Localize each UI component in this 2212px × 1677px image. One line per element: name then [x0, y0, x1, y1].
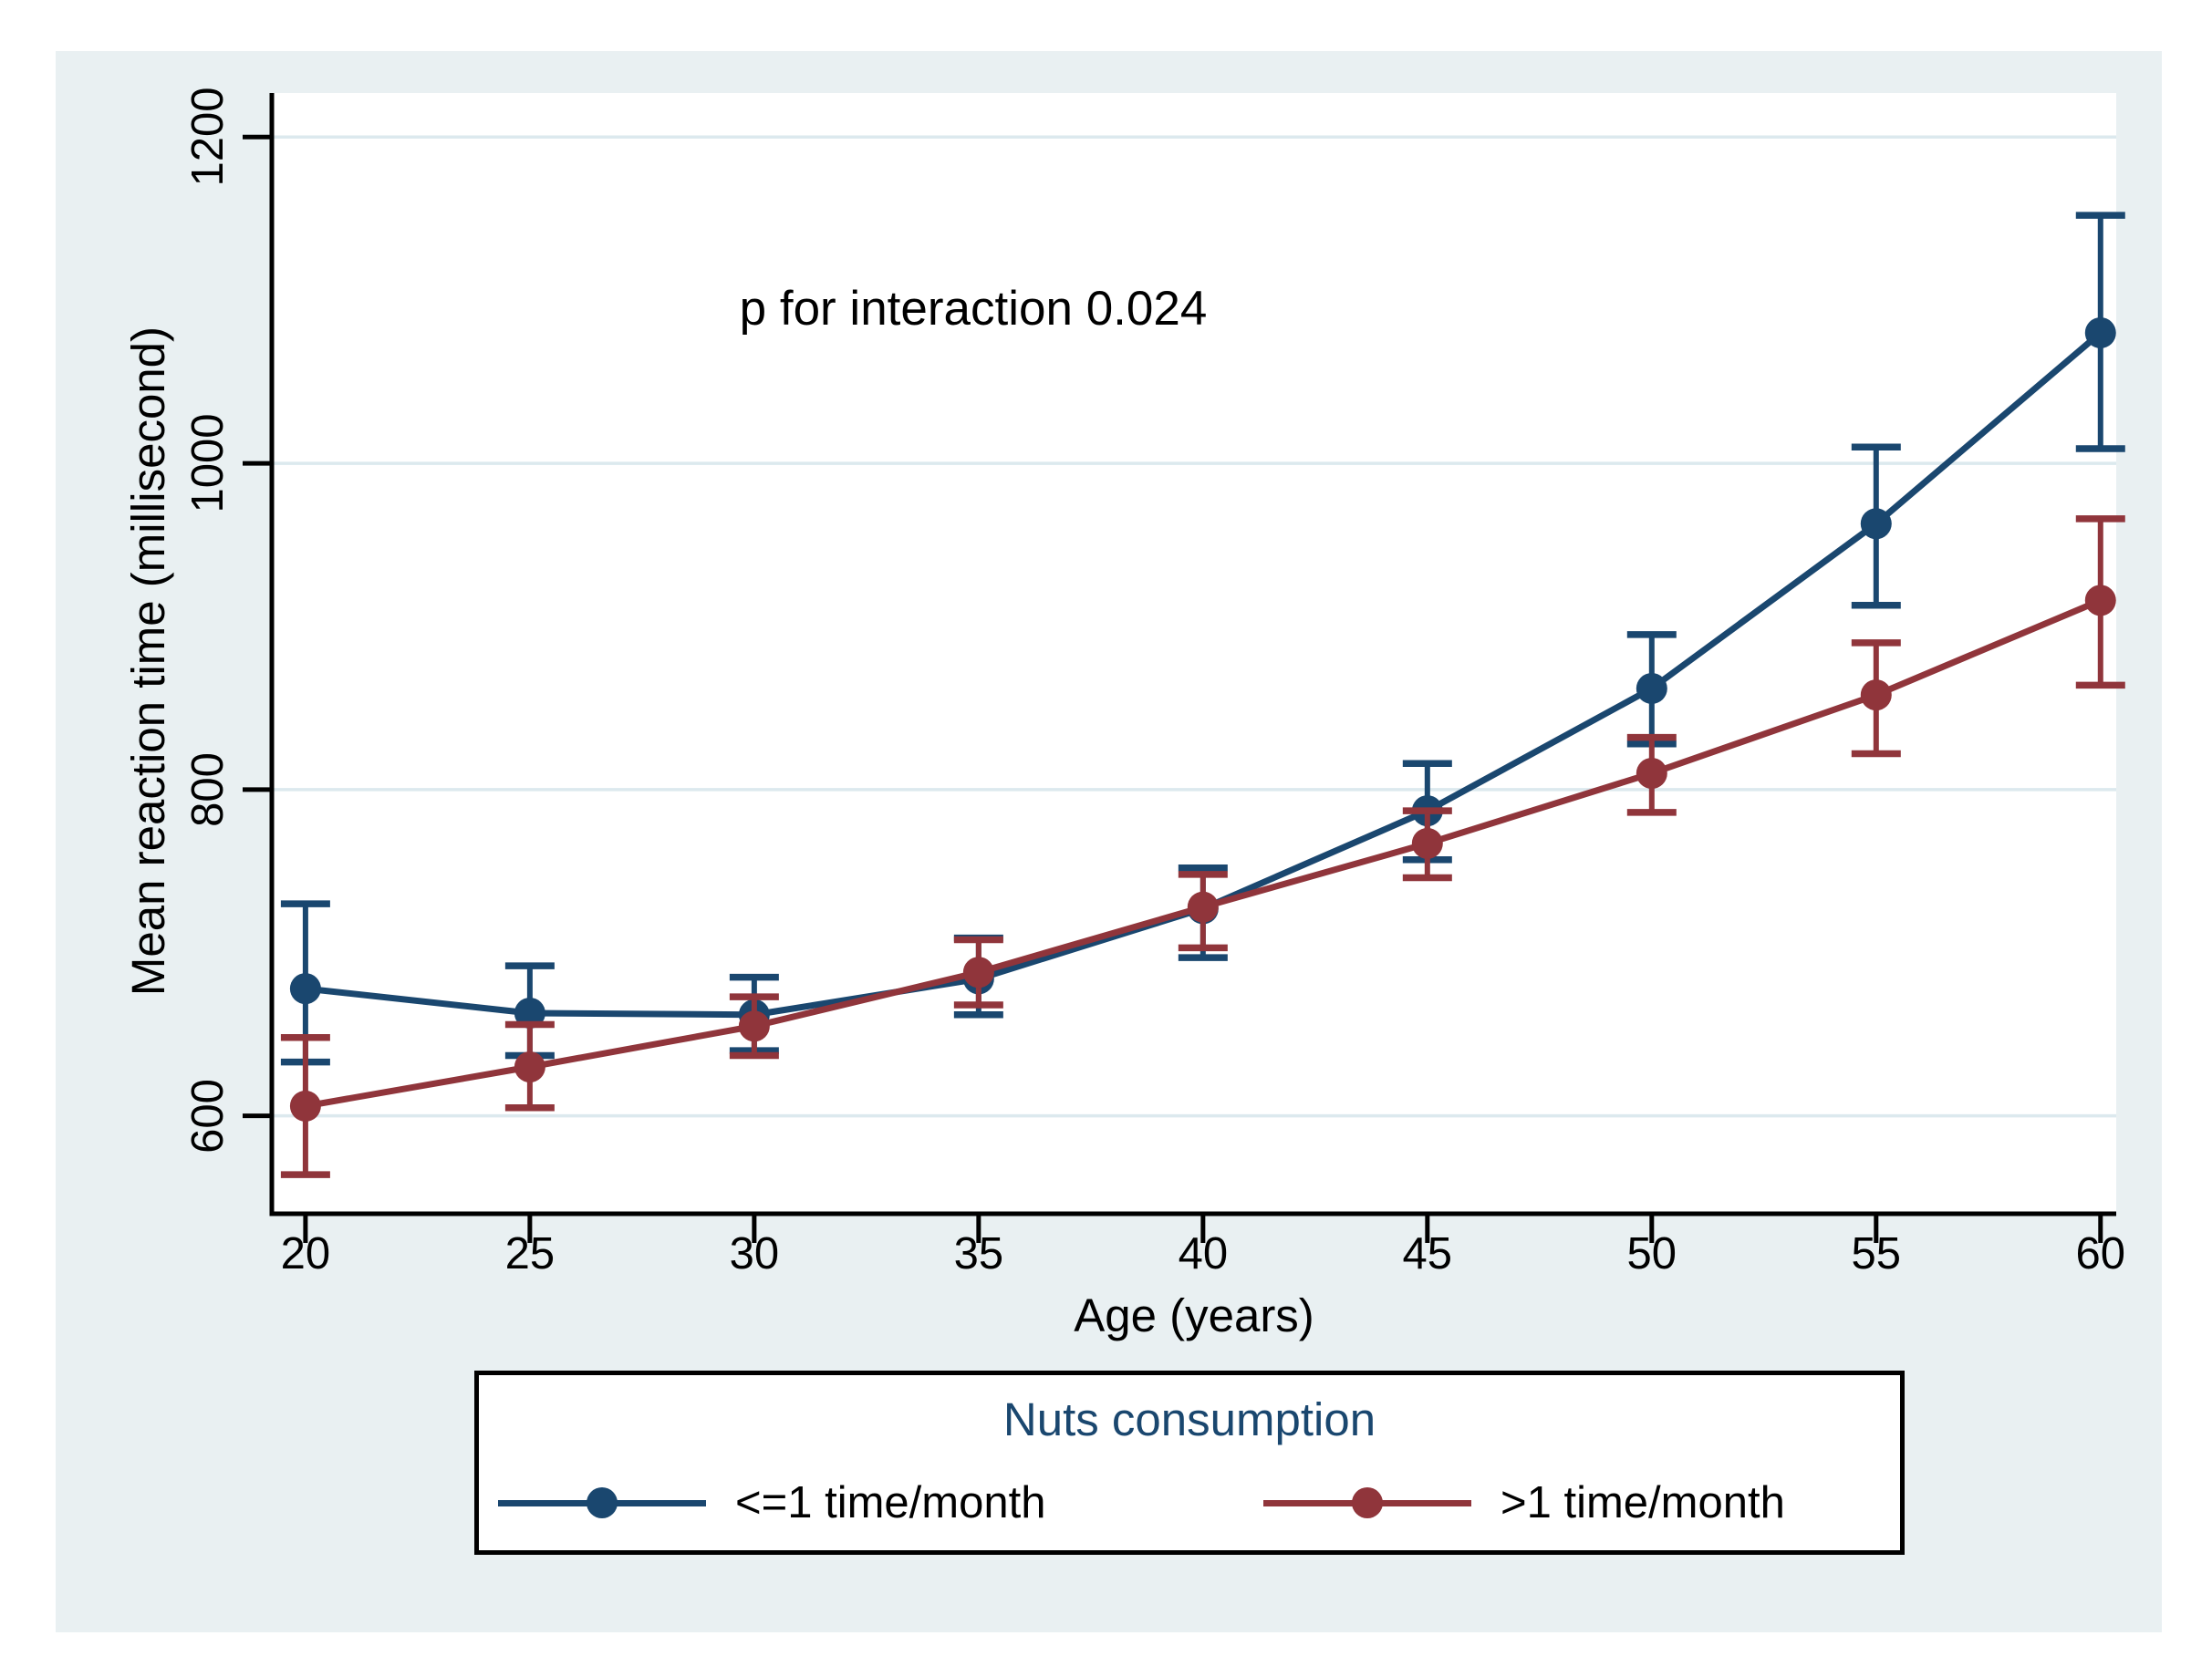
legend-marker-icon — [1352, 1487, 1383, 1518]
legend-marker-icon — [587, 1487, 618, 1518]
x-tick-label-35: 35 — [953, 1229, 1004, 1278]
series-gt1-month-marker — [2084, 585, 2116, 616]
plot-area — [272, 93, 2116, 1214]
y-tick-label-800: 800 — [183, 752, 233, 827]
x-tick-label-55: 55 — [1851, 1229, 1902, 1278]
x-tick-label-40: 40 — [1178, 1229, 1229, 1278]
series-le1-month-marker — [1860, 508, 1892, 540]
legend-title: Nuts consumption — [1002, 1393, 1376, 1445]
legend-item-label: >1 time/month — [1501, 1478, 1785, 1527]
x-tick-label-30: 30 — [729, 1229, 780, 1278]
x-tick-label-45: 45 — [1402, 1229, 1453, 1278]
legend: Nuts consumption <=1 time/month >1 time/m… — [474, 1371, 1905, 1555]
y-tick-label-600: 600 — [183, 1078, 233, 1154]
x-tick-label-25: 25 — [504, 1229, 556, 1278]
series-le1-month-marker — [289, 973, 321, 1005]
series-le1-month-marker — [1636, 672, 1667, 704]
x-tick-label-20: 20 — [280, 1229, 331, 1278]
series-gt1-month-marker — [962, 957, 994, 989]
series-gt1-month-marker — [1636, 757, 1667, 789]
x-tick-label-60: 60 — [2075, 1229, 2126, 1278]
series-le1-month-marker — [2084, 316, 2116, 348]
series-gt1-month-marker — [289, 1090, 321, 1122]
series-gt1-month-marker — [738, 1010, 770, 1042]
series-gt1-month-marker — [1187, 891, 1219, 923]
p-value-annotation: p for interaction 0.024 — [739, 282, 1208, 336]
y-tick-label-1000: 1000 — [183, 413, 233, 513]
y-axis-title: Mean reaction time (millisecond) — [122, 326, 174, 997]
y-tick-label-1200: 1200 — [183, 87, 233, 187]
series-le1-month-marker — [514, 997, 545, 1029]
series-gt1-month-marker — [1860, 679, 1892, 711]
x-axis-title: Age (years) — [1074, 1289, 1314, 1341]
legend-item-label: <=1 time/month — [735, 1478, 1046, 1527]
x-tick-label-50: 50 — [1626, 1229, 1677, 1278]
series-gt1-month-marker — [514, 1051, 545, 1082]
series-gt1-month-marker — [1411, 827, 1443, 859]
